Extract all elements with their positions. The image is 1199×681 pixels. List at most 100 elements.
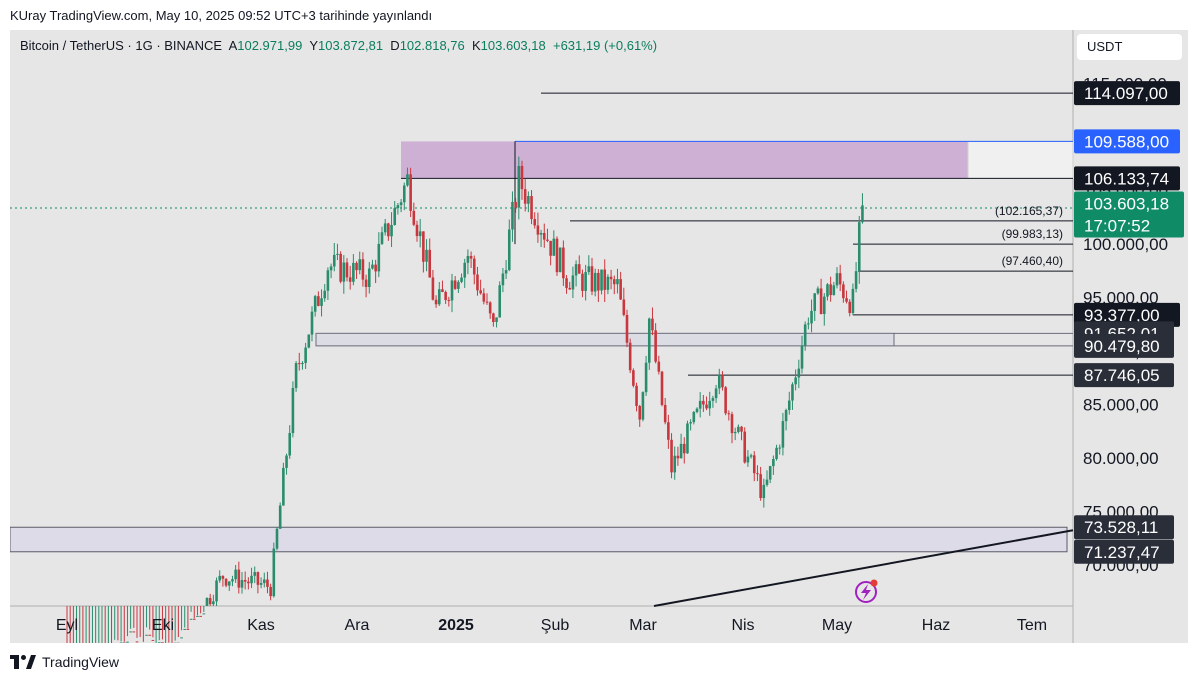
candle	[139, 606, 141, 638]
candle	[851, 283, 855, 316]
candle	[619, 271, 622, 301]
candle	[574, 260, 578, 287]
candle-body	[285, 455, 288, 468]
candle-body	[180, 637, 183, 639]
price-label-box	[1074, 515, 1174, 540]
candle-body	[781, 421, 785, 448]
candle-body	[485, 301, 489, 303]
candle	[224, 578, 228, 588]
candle	[565, 275, 568, 294]
chart-area[interactable]: (102.165,37)(99.983,13)(97.460,40)115.00…	[10, 30, 1188, 643]
candle	[250, 567, 253, 589]
candle	[297, 352, 301, 371]
candle	[453, 276, 457, 290]
candle-body	[574, 264, 578, 276]
candle-body	[581, 273, 584, 291]
candle	[294, 361, 298, 392]
candle-body	[501, 273, 505, 286]
candle	[399, 199, 403, 213]
candle-body	[657, 361, 661, 372]
candle	[101, 606, 103, 643]
candles-group	[66, 156, 864, 643]
candle	[832, 281, 836, 296]
candle	[202, 606, 206, 615]
candle-body	[651, 318, 654, 331]
candle	[155, 606, 157, 643]
candle	[412, 202, 416, 227]
candle-body	[854, 271, 858, 289]
candle	[686, 420, 689, 454]
candle-body	[603, 269, 607, 290]
candle	[237, 561, 241, 594]
candle	[756, 465, 759, 482]
current-price-box	[1074, 191, 1184, 238]
candle	[460, 273, 463, 284]
candle-body	[441, 289, 444, 292]
candle-body	[632, 370, 635, 386]
x-tick-label: Haz	[922, 617, 950, 634]
close-value: 103.603,18	[480, 38, 546, 53]
candle-body	[212, 601, 215, 605]
candle	[463, 258, 467, 288]
candle	[476, 266, 479, 296]
candle-body	[460, 277, 463, 282]
candle	[507, 219, 511, 272]
candle	[275, 527, 279, 551]
candle	[501, 267, 505, 293]
candle-body	[402, 185, 406, 203]
candle-body	[332, 254, 336, 267]
candle	[418, 218, 422, 248]
candle	[555, 236, 559, 276]
candle	[336, 243, 339, 261]
candle-body	[291, 387, 295, 434]
candle	[511, 191, 514, 242]
candle-body	[600, 269, 603, 291]
candle	[165, 606, 167, 643]
candle-body	[345, 262, 349, 278]
candle	[342, 255, 346, 294]
candle-body	[457, 281, 460, 289]
lightning-icon-ring	[855, 581, 877, 603]
candle	[597, 269, 600, 302]
candle-body	[151, 639, 155, 641]
candle-body	[686, 423, 689, 454]
candle	[670, 433, 673, 479]
candle	[679, 433, 683, 459]
candle-body	[861, 205, 864, 223]
candle-body	[387, 223, 390, 237]
candle	[323, 284, 327, 302]
candle	[85, 606, 87, 643]
price-label-box	[1074, 81, 1180, 106]
support-zone-mid	[315, 332, 895, 347]
candle-body	[434, 299, 438, 305]
candle-body	[393, 208, 397, 225]
candle-body	[348, 277, 352, 282]
y-tick-label: 100.000,00	[1083, 235, 1168, 254]
candle	[625, 309, 629, 348]
low-value: 102.818,76	[399, 38, 465, 53]
candle-body	[800, 345, 804, 369]
candle	[558, 247, 562, 273]
candle	[72, 606, 74, 643]
candle-body	[297, 363, 301, 365]
x-tick-label: Eyl	[56, 617, 78, 634]
candle-body	[135, 641, 139, 643]
candle-body	[568, 287, 572, 290]
candle-body	[383, 223, 387, 233]
price-chart[interactable]: (102.165,37)(99.983,13)(97.460,40)115.00…	[10, 30, 1188, 643]
candle-body	[119, 642, 123, 643]
candle	[272, 542, 276, 598]
candle	[708, 391, 712, 416]
candle-body	[469, 255, 473, 259]
symbol-legend[interactable]: Bitcoin / TetherUS · 1G · BINANCE A102.9…	[20, 38, 657, 53]
candle	[593, 268, 597, 297]
candle-body	[278, 505, 282, 529]
candle	[517, 156, 521, 220]
candle-body	[667, 422, 670, 440]
currency-button[interactable]: USDT	[1077, 34, 1182, 60]
candle	[161, 606, 164, 643]
candle	[168, 606, 170, 643]
candle-body	[644, 362, 648, 393]
footer-brand[interactable]: TradingView	[10, 654, 119, 670]
candle	[192, 606, 196, 620]
